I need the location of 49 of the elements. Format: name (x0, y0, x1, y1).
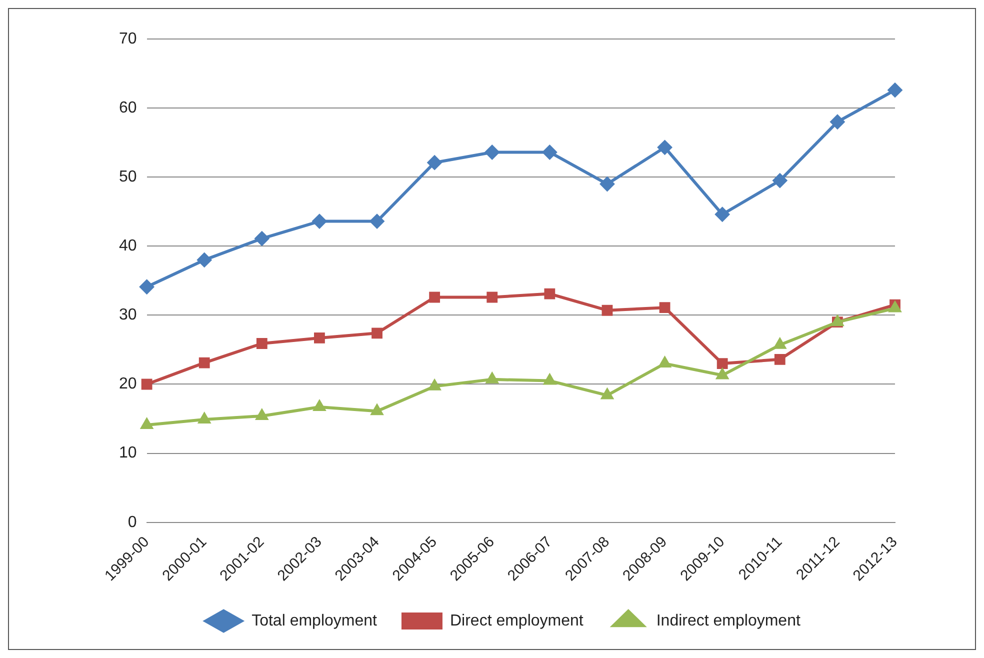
point (602, 304, 613, 316)
point (254, 231, 270, 246)
point (429, 292, 440, 303)
point (198, 357, 210, 368)
y-tick-label: 10 (119, 444, 137, 462)
point (772, 173, 788, 188)
point (427, 155, 442, 170)
point (255, 408, 268, 420)
point (198, 412, 211, 424)
legend-label: Indirect employment (656, 612, 801, 630)
point (774, 354, 786, 365)
y-tick-label: 50 (119, 168, 137, 186)
point (486, 292, 498, 303)
y-tick-label: 40 (119, 238, 137, 255)
point (370, 404, 384, 416)
point (372, 328, 382, 339)
point (484, 144, 500, 160)
y-tick-label: 20 (119, 376, 137, 393)
point (370, 214, 385, 229)
point (600, 388, 614, 400)
point (714, 206, 730, 222)
point (659, 302, 670, 314)
point (657, 140, 672, 155)
point (600, 176, 615, 192)
y-tick-label: 30 (119, 306, 137, 324)
legend-label: Direct employment (450, 612, 584, 630)
point (543, 373, 556, 385)
point (542, 144, 558, 160)
point (658, 356, 672, 368)
point (830, 114, 845, 130)
y-tick-label: 70 (119, 30, 137, 48)
point (139, 279, 154, 294)
point (312, 214, 327, 229)
point (888, 82, 902, 98)
point (312, 400, 326, 412)
y-tick-label: 60 (119, 99, 137, 116)
point (428, 378, 442, 390)
point (716, 358, 728, 369)
point (486, 372, 499, 384)
point (141, 378, 152, 390)
point (140, 417, 154, 429)
point (716, 368, 729, 380)
point (314, 332, 325, 344)
point (544, 288, 556, 300)
point (196, 252, 212, 268)
y-tick-label: 0 (128, 514, 137, 531)
point (773, 337, 786, 349)
legend-label: Total employment (252, 612, 378, 630)
point (256, 338, 268, 349)
